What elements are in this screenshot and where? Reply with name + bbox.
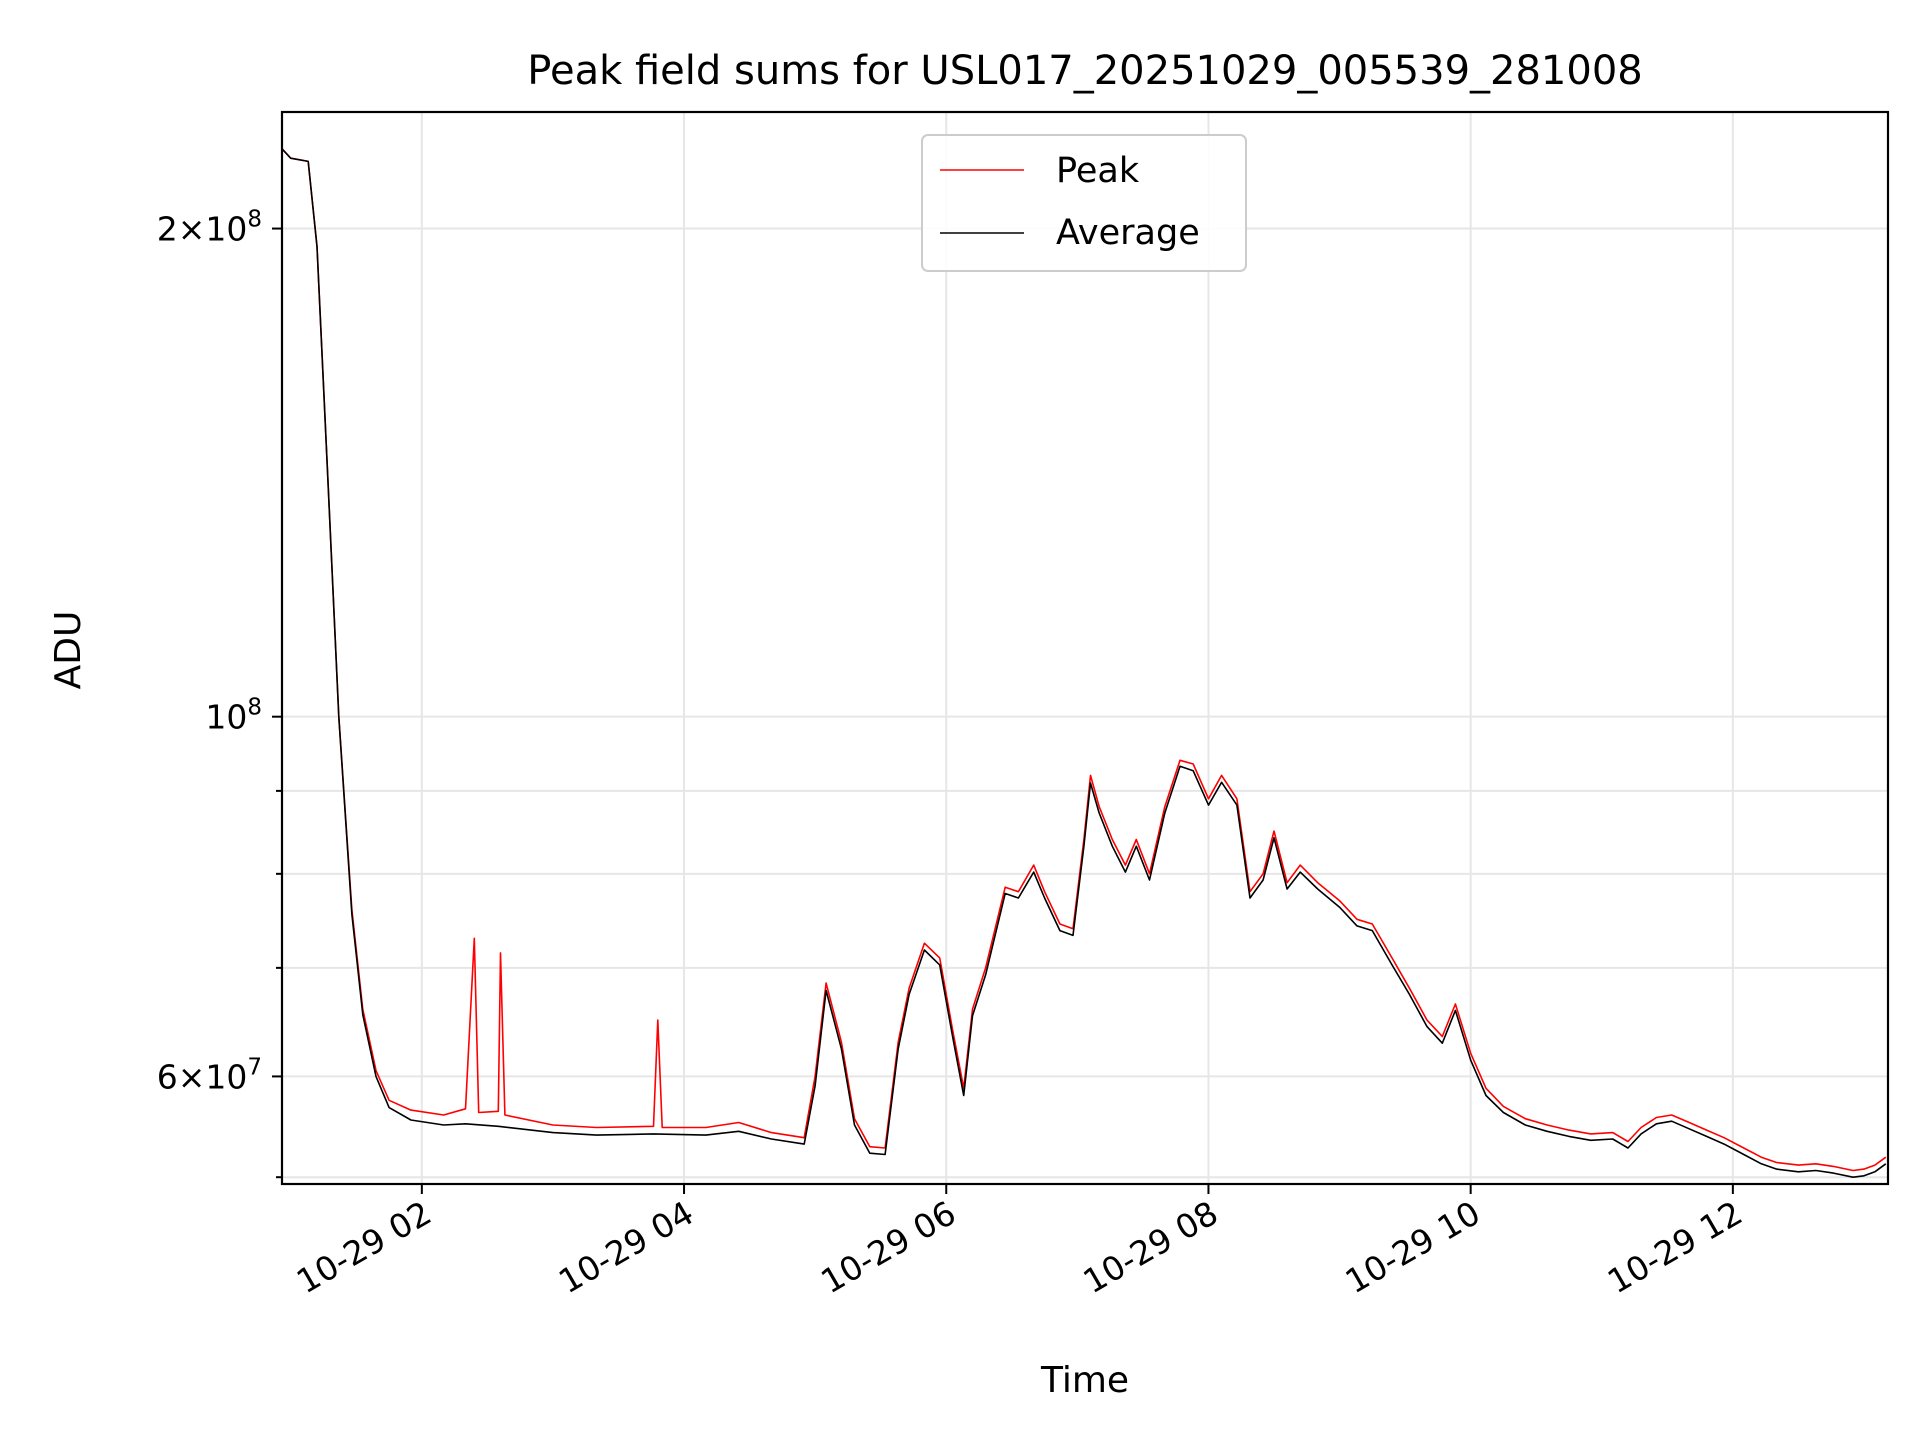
grid-lines [282,112,1888,1184]
series-lines [282,148,1887,1178]
legend-label-average: Average [1056,213,1200,253]
y-tick-label: 2×108 [157,207,262,249]
legend-label-peak: Peak [1056,151,1140,191]
plot-frame [280,110,1890,1186]
chart-title: Peak field sums for USL017_20251029_0055… [527,48,1642,94]
legend: Peak Average [921,134,1247,272]
series-line-average [282,148,1887,1178]
y-axis-label: ADU [48,611,89,690]
x-axis-label: Time [1040,1360,1129,1401]
y-tick-label: 6×107 [157,1054,262,1096]
series-line-peak [282,148,1887,1172]
y-tick-label: 108 [205,695,262,737]
legend-box [921,134,1247,272]
